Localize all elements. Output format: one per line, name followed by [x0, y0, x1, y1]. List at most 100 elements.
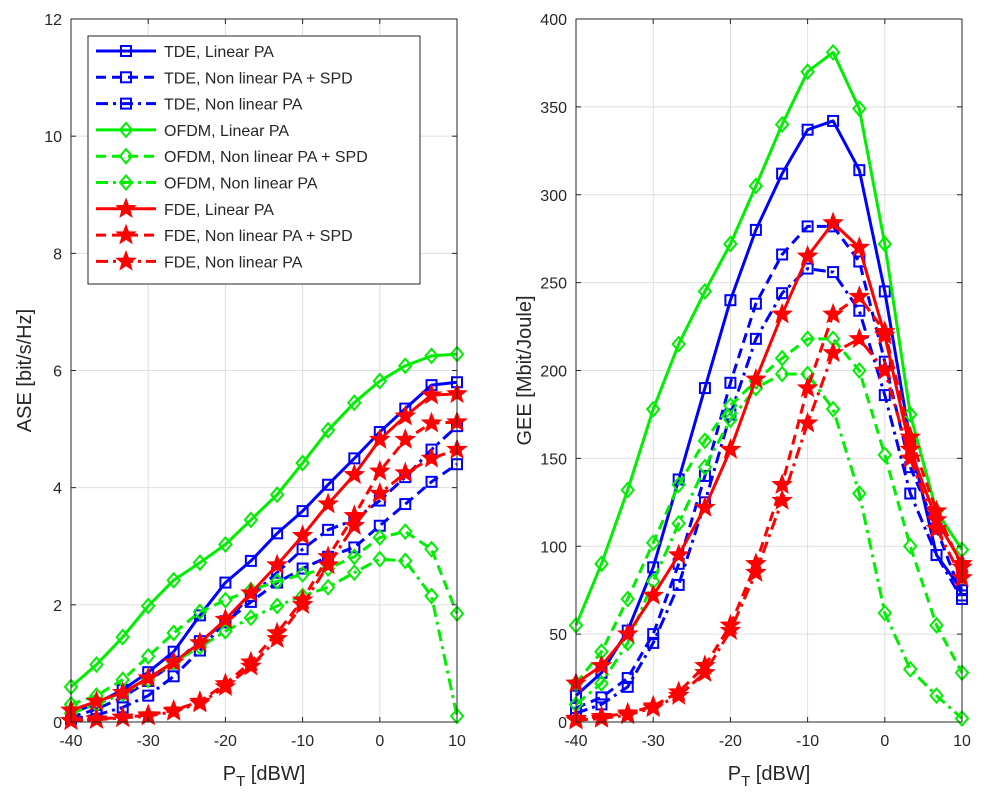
- chart-1-xtick-label-2: -20: [214, 733, 237, 750]
- chart-1-series-9-point-2: [85, 708, 108, 729]
- chart-2-series-9-point-8: [745, 561, 767, 582]
- chart-1-series-9-point-12: [343, 514, 366, 535]
- chart-1-series-4-point-7: [218, 535, 233, 554]
- chart-2-xtick-label-4: 0: [880, 733, 889, 750]
- chart-2-series-6-point-13: [877, 604, 893, 622]
- chart-1-series-6-point-15: [424, 587, 439, 605]
- chart-1-series-9-point-11: [317, 553, 339, 575]
- chart-1-series-7-line: [70, 392, 458, 712]
- chart-2-series-4-point-7: [723, 235, 738, 253]
- chart-1-series-9-point-5: [162, 700, 185, 721]
- chart-2-series-8-point-14: [899, 425, 922, 447]
- chart-2-series-7-point-2: [590, 654, 613, 676]
- chart-1-series-7-point-11: [317, 492, 339, 514]
- chart-2-series-5-point-4: [645, 534, 661, 552]
- chart-1-series-5-point-7: [218, 591, 233, 609]
- chart-1-series-8-line: [70, 420, 458, 723]
- chart-1-series-6-point-8: [243, 609, 259, 627]
- chart-2-series-4-point-6: [697, 282, 713, 300]
- chart-1-series-7-point-13: [368, 428, 391, 449]
- chart-1-series-4-point-13: [372, 372, 388, 390]
- chart-2-series-1-line: [575, 119, 964, 697]
- chart-2-series-3-point-8: [749, 332, 762, 345]
- chart-2-series-8-point-12: [848, 285, 871, 306]
- legend-item-9: FDE, Non linear PA: [96, 249, 303, 271]
- chart-1-series-1-point-9: [271, 527, 284, 540]
- chart-1-series-7-point-3: [111, 681, 134, 702]
- chart-2-series-9-point-3: [616, 703, 639, 725]
- chart-2-xtick-label-2: -20: [719, 733, 742, 750]
- chart-2-series-8-point-13: [873, 320, 896, 342]
- chart-2-series-8-point-10: [796, 376, 819, 398]
- chart-1-series-4-point-3: [115, 628, 131, 646]
- legend-item-5-marker: [118, 147, 134, 165]
- chart-2-series-9-point-10: [796, 411, 819, 433]
- chart-1-series-7-point-8: [240, 581, 262, 603]
- legend-item-6: OFDM, Non linear PA: [96, 173, 318, 193]
- chart-2-series-4-point-4: [645, 400, 661, 418]
- chart-2-series-8-line: [575, 295, 964, 720]
- chart-2-series-9-point-12: [848, 327, 871, 349]
- chart-2-series-3-point-14: [904, 487, 917, 500]
- chart-2-series-4-point-14: [902, 405, 918, 423]
- legend-item-5-label: OFDM, Non linear PA + SPD: [164, 149, 368, 166]
- chart-2-series-3-point-5: [672, 578, 685, 591]
- legend-box: [87, 35, 421, 285]
- chart-1-series-6-point-14: [397, 552, 413, 570]
- legend-item-7-marker: [115, 197, 137, 219]
- chart-2-series-5-point-15: [929, 616, 944, 634]
- chart-2-series-7-point-9: [771, 302, 793, 324]
- chart-2-series-7-point-3: [616, 622, 639, 644]
- chart-2-series-2-point-7: [724, 376, 737, 389]
- chart-2-series-9-point-15: [925, 517, 948, 538]
- chart-2-series-3-point-12: [853, 304, 866, 317]
- chart-1-series-5-point-4: [140, 647, 156, 665]
- chart-2-ytick-label-5: 250: [540, 276, 567, 293]
- legend-item-8-marker: [115, 223, 137, 245]
- chart-2-series-2-point-10: [801, 220, 814, 233]
- chart-2-series-5-point-10: [800, 330, 815, 348]
- chart-1-series-7-point-9: [266, 553, 288, 575]
- chart-2-series-1-point-11: [827, 114, 840, 127]
- legend-item-8-label: FDE, Non linear PA + SPD: [164, 228, 353, 245]
- chart-2-series-7-point-12: [848, 236, 871, 257]
- legend-item-3-label: TDE, Non linear PA: [164, 97, 303, 114]
- chart-2-ytick-label-0: 0: [558, 715, 567, 732]
- chart-1-ylabel: ASE [bit/s/Hz]: [14, 309, 36, 432]
- chart-1-series-9: [60, 438, 468, 731]
- legend-item-7-label: FDE, Linear PA: [164, 202, 274, 219]
- chart-2-series-3-point-9: [776, 287, 789, 300]
- chart-1-series-9-point-15: [420, 446, 443, 468]
- legend-item-3: TDE, Non linear PA: [96, 97, 303, 114]
- chart-2-ytick-label-1: 50: [549, 627, 567, 644]
- chart-1-series-9-point-10: [291, 593, 314, 615]
- chart-2-series-4-point-13: [877, 235, 893, 253]
- legend-item-1: TDE, Linear PA: [96, 44, 274, 61]
- chart-1-series-9-point-9: [266, 627, 288, 649]
- legend-item-5: OFDM, Non linear PA + SPD: [96, 147, 368, 166]
- chart-1-group: -40 -30 -20 -10 0 10 0 2 4 6 8 10 12 PT [dBW] ASE [bit…: [14, 12, 468, 790]
- chart-1-xtick-label-5: 10: [448, 733, 466, 750]
- chart-2-ytick-label-8: 400: [540, 12, 567, 29]
- chart-2-series-2-point-9: [776, 248, 789, 261]
- chart-2-group: -40 -30 -20 -10 0 10050100150200250300350400P…: [514, 12, 973, 790]
- chart-1-series-4-point-8: [243, 511, 259, 529]
- chart-1-series-4-point-15: [424, 347, 439, 365]
- chart-1-series-6-point-9: [269, 597, 285, 615]
- chart-1-series-3-point-10: [296, 543, 309, 556]
- chart-2-series-7: [565, 211, 973, 693]
- chart-2-series-6-point-16: [954, 709, 970, 728]
- chart-2-series-4-point-3: [620, 481, 636, 499]
- chart-2-series-7-line: [575, 221, 964, 685]
- chart-1-series-9-point-6: [189, 691, 211, 713]
- chart-1-series-9-point-14: [394, 461, 417, 483]
- chart-2-series-9-point-14: [899, 446, 922, 468]
- chart-2-series-5: [568, 330, 970, 692]
- legend-item-9-label: FDE, Non linear PA: [164, 254, 303, 271]
- chart-1-series-4-point-14: [397, 357, 413, 375]
- chart-1-series-9-point-13: [368, 482, 391, 503]
- chart-2-xtick-label-1: -30: [642, 733, 665, 750]
- legend-item-2-marker: [120, 71, 132, 84]
- chart-1-ytick-label-6: 12: [44, 12, 62, 29]
